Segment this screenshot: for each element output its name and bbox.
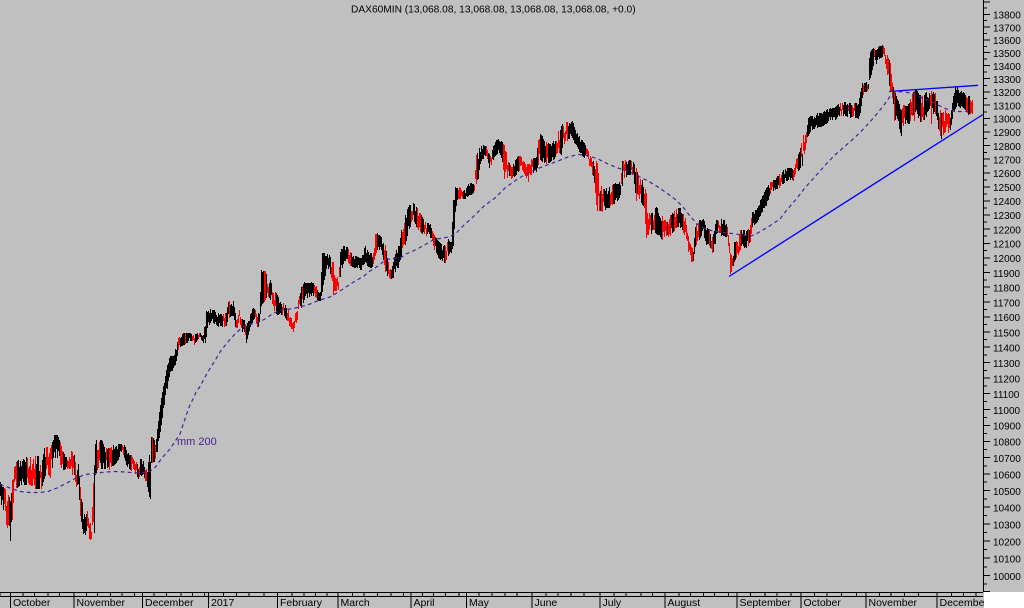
svg-text:12100: 12100 — [993, 240, 1021, 251]
svg-text:12200: 12200 — [993, 225, 1021, 236]
svg-text:October: October — [13, 597, 51, 608]
svg-text:11800: 11800 — [993, 284, 1021, 295]
svg-text:June: June — [535, 597, 558, 608]
svg-text:2017: 2017 — [211, 597, 235, 608]
svg-text:April: April — [414, 597, 435, 608]
svg-text:10800: 10800 — [993, 438, 1021, 449]
svg-text:12300: 12300 — [993, 211, 1021, 222]
svg-text:November: November — [77, 597, 126, 608]
svg-text:11500: 11500 — [993, 328, 1021, 339]
svg-text:11900: 11900 — [993, 269, 1021, 280]
svg-text:12400: 12400 — [993, 197, 1021, 208]
svg-text:13000: 13000 — [993, 115, 1021, 126]
svg-text:13200: 13200 — [993, 88, 1021, 99]
svg-text:11300: 11300 — [993, 359, 1021, 370]
svg-text:10000: 10000 — [993, 572, 1021, 583]
svg-text:10600: 10600 — [993, 470, 1021, 481]
svg-text:13700: 13700 — [993, 23, 1021, 34]
svg-text:12700: 12700 — [993, 155, 1021, 166]
svg-text:10200: 10200 — [993, 537, 1021, 548]
svg-text:13500: 13500 — [993, 49, 1021, 60]
svg-text:13400: 13400 — [993, 62, 1021, 73]
svg-text:December: December — [145, 597, 194, 608]
svg-text:12900: 12900 — [993, 128, 1021, 139]
svg-text:DAX60MIN (13,068.08, 13,068.08: DAX60MIN (13,068.08, 13,068.08, 13,068.0… — [351, 5, 636, 16]
svg-text:March: March — [341, 597, 370, 608]
svg-text:12000: 12000 — [993, 254, 1021, 265]
svg-text:October: October — [804, 597, 842, 608]
svg-text:February: February — [280, 597, 323, 608]
svg-text:mm 200: mm 200 — [177, 436, 217, 448]
svg-text:December: December — [940, 597, 989, 608]
svg-text:12800: 12800 — [993, 142, 1021, 153]
svg-text:July: July — [603, 597, 622, 608]
svg-text:12600: 12600 — [993, 169, 1021, 180]
svg-text:10500: 10500 — [993, 487, 1021, 498]
svg-text:August: August — [668, 597, 701, 608]
svg-text:10300: 10300 — [993, 520, 1021, 531]
svg-text:13600: 13600 — [993, 36, 1021, 47]
svg-text:10900: 10900 — [993, 422, 1021, 433]
svg-text:10700: 10700 — [993, 454, 1021, 465]
svg-text:10100: 10100 — [993, 555, 1021, 566]
svg-text:11100: 11100 — [993, 390, 1020, 401]
svg-text:September: September — [740, 597, 792, 608]
svg-text:12500: 12500 — [993, 183, 1021, 194]
svg-text:11000: 11000 — [993, 406, 1021, 417]
svg-text:13300: 13300 — [993, 75, 1021, 86]
svg-text:11700: 11700 — [993, 298, 1021, 309]
svg-text:November: November — [869, 597, 918, 608]
svg-text:11200: 11200 — [993, 374, 1021, 385]
svg-text:13100: 13100 — [993, 101, 1021, 112]
svg-text:11600: 11600 — [993, 313, 1021, 324]
svg-text:13800: 13800 — [993, 11, 1021, 22]
svg-text:May: May — [469, 597, 490, 608]
svg-text:11400: 11400 — [993, 344, 1021, 355]
svg-text:10400: 10400 — [993, 504, 1021, 515]
